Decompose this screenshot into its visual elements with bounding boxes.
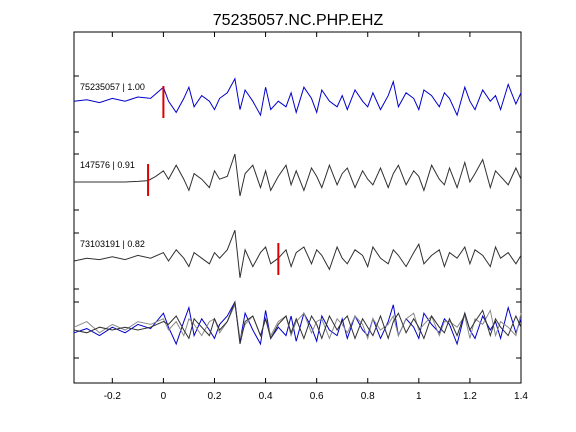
trace-labels-layer: 75235057 | 1.00 147576 | 0.91 73103191 | 0… [80,82,145,249]
trace-label-1: 75235057 | 1.00 [80,82,145,92]
overlay-line-3 [73,301,522,345]
trace-line-3 [73,230,522,278]
x-tick-label-0: -0.2 [104,391,122,402]
chart-title: 75235057.NC.PHP.EHZ [213,12,384,29]
x-tick-label-8: 1.4 [514,391,528,402]
pick-markers-layer [147,86,280,275]
x-tick-label-7: 1.2 [463,391,477,402]
x-axis-ticks: -0.2 0 0.2 0.4 0.6 0.8 1 1.2 1.4 [104,32,528,402]
x-tick-label-4: 0.6 [310,391,324,402]
x-tick-label-1: 0 [161,391,167,402]
trace-label-3: 73103191 | 0.82 [80,239,145,249]
trace-line-1 [73,77,522,117]
x-tick-label-5: 0.8 [361,391,375,402]
overlay-line-1 [73,300,522,346]
overlay-line-2 [73,303,522,341]
x-tick-label-6: 1 [416,391,422,402]
plot-frame [73,31,522,384]
trace-line-2 [74,153,522,197]
y-ticks-layer [74,75,521,359]
trace-label-2: 147576 | 0.91 [80,160,135,170]
x-tick-label-2: 0.2 [208,391,222,402]
x-tick-label-3: 0.4 [259,391,273,402]
traces-layer [73,77,522,346]
